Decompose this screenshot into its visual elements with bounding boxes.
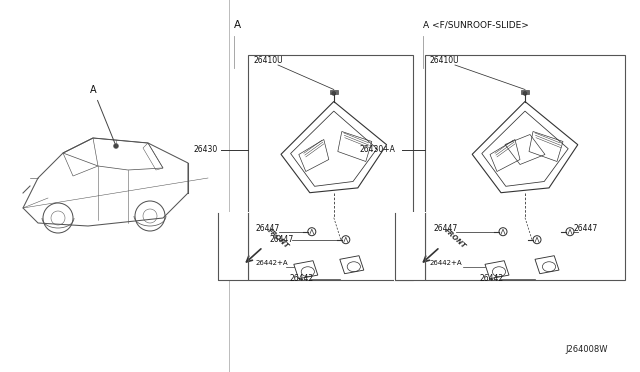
Text: 26442: 26442: [290, 274, 314, 283]
Polygon shape: [521, 90, 529, 93]
Text: 26447: 26447: [270, 235, 294, 244]
Text: 26430: 26430: [193, 145, 217, 154]
Text: 26410U: 26410U: [253, 56, 283, 65]
Text: 26430+A: 26430+A: [360, 145, 396, 154]
Text: 26447: 26447: [573, 224, 597, 233]
Circle shape: [332, 92, 336, 96]
Bar: [248, 55, 413, 280]
Text: 26447: 26447: [433, 224, 457, 233]
Text: A: A: [234, 20, 241, 30]
Text: A <F/SUNROOF-SLIDE>: A <F/SUNROOF-SLIDE>: [423, 21, 529, 30]
Text: J264008W: J264008W: [565, 345, 607, 354]
Text: 26410U: 26410U: [430, 56, 460, 65]
Text: 26442+A: 26442+A: [430, 260, 463, 266]
Text: FRONT: FRONT: [443, 228, 467, 250]
Text: 26442+A: 26442+A: [256, 260, 289, 266]
Text: FRONT: FRONT: [266, 228, 290, 250]
Circle shape: [113, 144, 118, 148]
Bar: [217, 212, 249, 281]
Polygon shape: [330, 90, 338, 93]
Bar: [425, 55, 625, 280]
Text: 26442: 26442: [480, 274, 504, 283]
Text: 26447: 26447: [256, 224, 280, 233]
Text: A: A: [90, 85, 115, 144]
Bar: [394, 212, 426, 281]
Circle shape: [523, 92, 527, 96]
